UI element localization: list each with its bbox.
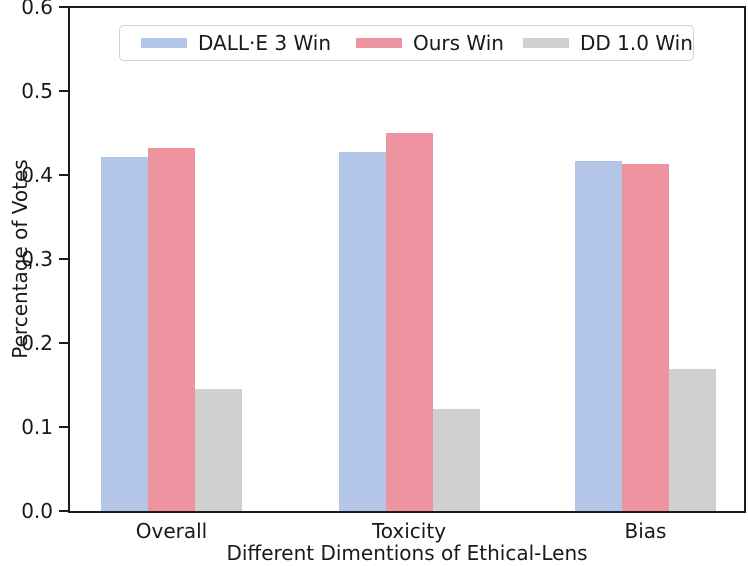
bar-bias-series-3 — [669, 369, 716, 511]
y-tick-mark — [59, 174, 68, 176]
x-tick-label-toxicity: Toxicity — [371, 519, 447, 543]
x-tick-label-overall: Overall — [135, 519, 208, 543]
y-tick-mark — [59, 90, 68, 92]
bar-toxicity-series-1 — [338, 152, 386, 511]
legend-swatch-icon — [523, 37, 569, 48]
legend-label: Ours Win — [413, 30, 504, 55]
legend-label: DD 1.0 Win — [580, 30, 693, 55]
y-tick-mark — [59, 258, 68, 260]
bar-toxicity-series-2 — [385, 133, 433, 511]
bar-bias-series-2 — [622, 164, 669, 511]
y-tick-label: 0.4 — [21, 163, 53, 187]
legend-entry-2: Ours Win — [356, 26, 504, 59]
y-tick-label: 0.5 — [21, 79, 53, 103]
y-tick-label: 0.1 — [21, 415, 53, 439]
y-tick-mark — [59, 426, 68, 428]
y-tick-label: 0.3 — [21, 247, 53, 271]
bar-overall-series-1 — [101, 156, 148, 511]
x-tick-label-bias: Bias — [624, 519, 667, 543]
legend: DALL·E 3 Win Ours Win DD 1.0 Win — [119, 25, 694, 61]
bar-overall-series-3 — [195, 389, 242, 511]
legend-label: DALL·E 3 Win — [198, 30, 332, 55]
y-tick-label: 0.2 — [21, 331, 53, 355]
legend-entry-3: DD 1.0 Win — [523, 26, 693, 59]
y-tick-mark — [59, 6, 68, 8]
bar-toxicity-series-3 — [432, 408, 480, 511]
y-tick-mark — [59, 342, 68, 344]
bar-bias-series-1 — [575, 160, 622, 511]
y-tick-mark — [59, 510, 68, 512]
legend-entry-1: DALL·E 3 Win — [141, 26, 331, 59]
legend-swatch-icon — [141, 37, 187, 48]
y-tick-label: 0.0 — [21, 499, 53, 523]
x-axis-title: Different Dimentions of Ethical-Lens — [226, 541, 588, 565]
bar-overall-series-2 — [148, 148, 195, 511]
legend-swatch-icon — [356, 37, 402, 48]
y-tick-label: 0.6 — [21, 0, 53, 19]
y-axis-title: Percentage of Votes — [8, 159, 32, 359]
